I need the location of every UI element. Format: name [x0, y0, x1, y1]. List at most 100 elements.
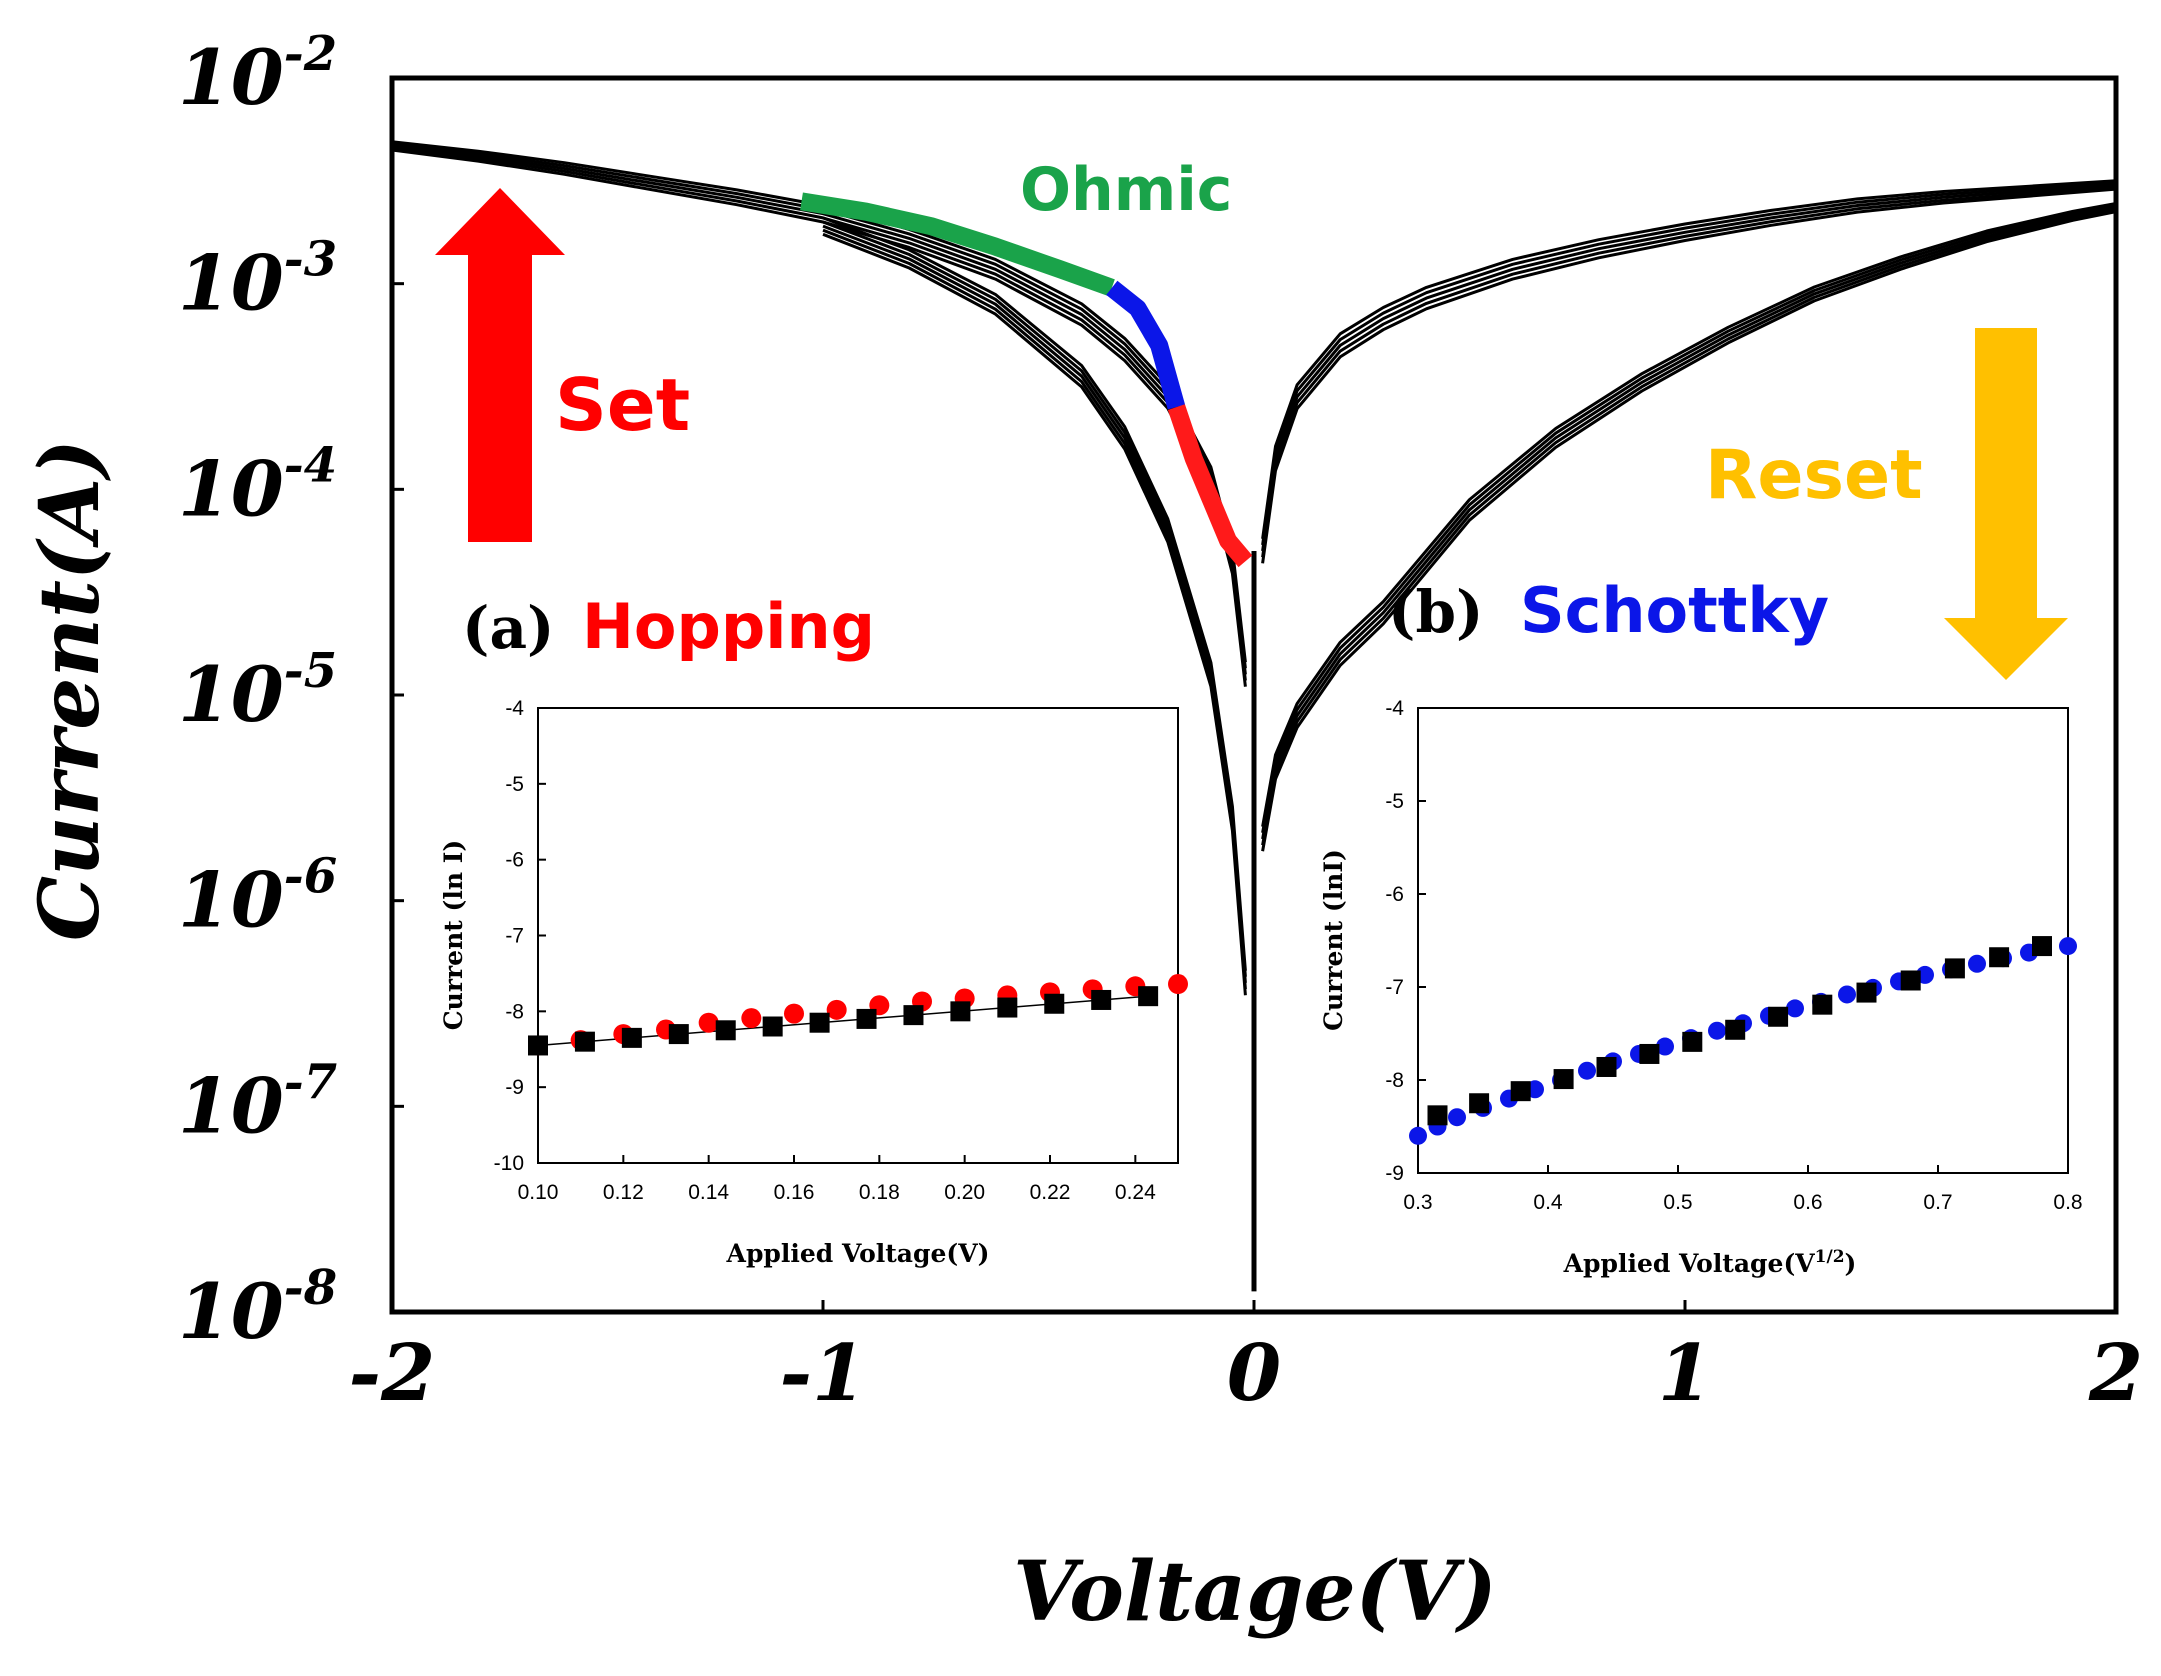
inset-b-x-axis-title: Applied Voltage(V1/2) — [1563, 1247, 1857, 1278]
main-y-tick-label: 10-2 — [178, 26, 337, 122]
inset-point-fit — [1768, 1006, 1789, 1027]
inset-b-x-axis-title-main: Applied Voltage(V — [1563, 1249, 1816, 1278]
inset-x-tick-label: 0.22 — [1030, 1181, 1071, 1204]
inset-point-measured — [1578, 1061, 1596, 1080]
inset-point-fit — [1091, 989, 1112, 1010]
inset-point-fit — [1682, 1031, 1703, 1052]
inset-x-tick-label: 0.6 — [1793, 1191, 1822, 1214]
inset-point-fit — [528, 1035, 548, 1056]
inset-point-fit — [621, 1027, 642, 1048]
inset-point-fit — [1138, 986, 1159, 1007]
inset-point-fit — [1427, 1105, 1448, 1126]
inset-point-fit — [2032, 936, 2052, 957]
inset-y-tick-label: -10 — [494, 1152, 524, 1175]
inset-point-fit — [1596, 1056, 1617, 1077]
iv-curve-strand — [1261, 183, 2117, 552]
inset-a-title: Hopping — [582, 590, 875, 663]
inset-x-tick-label: 0.10 — [518, 1181, 559, 1204]
inset-b-ticks: 0.3 0.4 0.5 0.6 0.7 0.8 -4 -5 -6 -7 -8 -9 — [1385, 697, 2082, 1214]
inset-a-frame — [537, 707, 1179, 1164]
iv-curve-strand — [1261, 179, 2117, 540]
inset-point-measured — [1786, 999, 1804, 1018]
main-x-tick-label: -1 — [780, 1328, 867, 1419]
main-fit-segments — [800, 192, 1253, 568]
inset-point-fit — [715, 1020, 736, 1041]
inset-point-fit — [668, 1024, 689, 1045]
inset-point-fit — [950, 1001, 971, 1022]
inset-point-fit — [1725, 1019, 1746, 1040]
inset-x-tick-label: 0.14 — [688, 1181, 729, 1204]
reset-arrow-icon — [1944, 328, 2068, 680]
iv-curve-strand — [1261, 204, 2117, 834]
inset-b-x-axis-title-sup: 1/2 — [1815, 1247, 1845, 1267]
inset-y-tick-label: -6 — [505, 849, 524, 872]
inset-b-title: Schottky — [1520, 574, 1829, 647]
inset-point-fit — [1900, 970, 1921, 991]
main-x-tick-label: 2 — [2088, 1328, 2143, 1419]
fit-segment — [1167, 404, 1253, 568]
inset-y-tick-label: -7 — [1385, 976, 1404, 999]
inset-x-tick-label: 0.4 — [1533, 1191, 1563, 1214]
inset-point-measured — [741, 1008, 762, 1029]
iv-curve-strand — [822, 216, 1247, 971]
inset-point-measured — [826, 999, 847, 1020]
main-y-ticks: 10-8 10-7 10-6 10-5 10-4 10-3 10-2 — [178, 26, 404, 1356]
inset-y-tick-label: -5 — [1385, 790, 1404, 813]
inset-b-y-axis-title: Current (lnI) — [1319, 849, 1348, 1031]
inset-point-measured — [2059, 937, 2077, 956]
inset-point-fit — [809, 1012, 830, 1033]
set-arrow-icon — [435, 188, 565, 542]
inset-x-tick-label: 0.16 — [774, 1181, 815, 1204]
inset-b: (b) Schottky 0.3 0.4 0.5 0.6 0.7 0.8 -4 -5 -6 -7 -… — [1319, 574, 2083, 1278]
inset-x-tick-label: 0.5 — [1663, 1191, 1692, 1214]
main-y-tick-label: 10-5 — [178, 643, 337, 739]
ohmic-label: Ohmic — [1020, 155, 1232, 225]
iv-curve-strand — [1261, 187, 2117, 564]
iv-curve-strand — [1261, 185, 2117, 558]
inset-point-fit — [1989, 947, 2010, 968]
inset-x-tick-label: 0.8 — [2053, 1191, 2082, 1214]
inset-x-tick-label: 0.20 — [944, 1181, 985, 1204]
inset-a-panel-tag: (a) — [462, 594, 554, 662]
inset-x-tick-label: 0.12 — [603, 1181, 644, 1204]
inset-point-fit — [1639, 1043, 1660, 1064]
inset-point-measured — [1656, 1037, 1674, 1056]
iv-curve-strand — [1261, 210, 2117, 852]
main-y-tick-label: 10-8 — [178, 1260, 337, 1356]
main-x-ticks: -2 -1 0 1 2 — [349, 1300, 2143, 1419]
inset-y-tick-label: -8 — [505, 1000, 524, 1023]
main-y-tick-label: 10-6 — [178, 849, 337, 945]
inset-point-measured — [784, 1003, 804, 1024]
inset-point-fit — [762, 1016, 783, 1037]
inset-a-points — [528, 974, 1188, 1056]
inset-point-fit — [1044, 993, 1065, 1014]
inset-point-measured — [1409, 1126, 1427, 1145]
inset-point-measured — [1448, 1108, 1466, 1127]
inset-point-measured — [1838, 985, 1856, 1004]
main-y-tick-label: 10-7 — [178, 1054, 337, 1150]
inset-point-measured — [1708, 1021, 1726, 1040]
inset-point-fit — [1469, 1093, 1490, 1114]
iv-curve-strand — [1261, 202, 2117, 827]
inset-point-fit — [1856, 982, 1877, 1003]
inset-b-x-axis-title-tail: ) — [1845, 1249, 1857, 1278]
main-x-tick-label: 0 — [1227, 1328, 1281, 1419]
inset-y-tick-label: -9 — [1385, 1162, 1404, 1185]
set-label: Set — [555, 363, 690, 447]
main-y-axis-title: Current(A) — [22, 439, 118, 941]
main-x-tick-label: -2 — [349, 1328, 436, 1419]
inset-y-tick-label: -5 — [505, 773, 524, 796]
main-y-tick-label: 10-4 — [178, 437, 337, 533]
inset-point-measured — [698, 1012, 719, 1033]
inset-y-tick-label: -4 — [1385, 697, 1404, 720]
main-plot: -2 -1 0 1 2 10-810-710-610-510-410-310-2 Vol… — [22, 26, 2143, 1640]
inset-point-fit — [1944, 958, 1965, 979]
inset-a: (a) Hopping 0.10 0.12 0.14 0.16 0.18 0.20 0.22… — [439, 590, 1188, 1268]
inset-y-tick-label: -6 — [1385, 883, 1404, 906]
inset-point-fit — [574, 1031, 595, 1052]
main-x-axis-title: Voltage(V) — [1013, 1544, 1497, 1640]
fit-segment — [1106, 280, 1186, 410]
inset-y-tick-label: -4 — [505, 697, 524, 720]
inset-point-fit — [1812, 994, 1833, 1015]
